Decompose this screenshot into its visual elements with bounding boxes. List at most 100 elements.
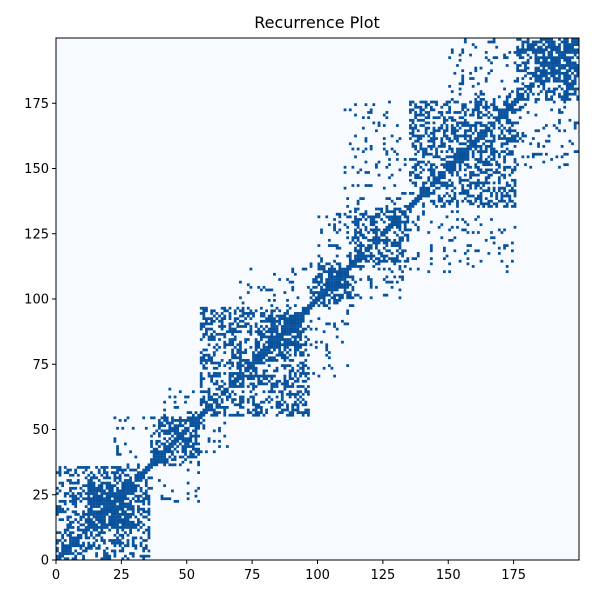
- recurrence-cell: [414, 257, 418, 260]
- recurrence-cell: [74, 468, 78, 472]
- recurrence-cell: [288, 377, 292, 381]
- recurrence-cell: [314, 327, 318, 331]
- recurrence-cell: [231, 382, 234, 386]
- recurrence-cell: [69, 489, 72, 493]
- recurrence-cell: [398, 252, 402, 255]
- recurrence-cell: [95, 526, 98, 529]
- recurrence-cell: [492, 189, 496, 193]
- recurrence-cell: [453, 155, 457, 159]
- recurrence-cell: [565, 77, 569, 80]
- recurrence-cell: [116, 541, 119, 545]
- recurrence-cell: [406, 257, 410, 260]
- recurrence-cell: [113, 437, 117, 441]
- recurrence-cell: [341, 283, 344, 287]
- recurrence-cell: [142, 473, 146, 477]
- recurrence-cell: [427, 194, 431, 198]
- recurrence-cell: [377, 228, 381, 232]
- recurrence-cell: [458, 165, 462, 169]
- recurrence-cell: [482, 160, 486, 164]
- recurrence-cell: [479, 124, 483, 127]
- recurrence-cell: [296, 403, 300, 407]
- recurrence-cell: [526, 71, 530, 75]
- recurrence-cell: [246, 306, 250, 310]
- recurrence-cell: [278, 379, 282, 383]
- recurrence-cell: [568, 45, 572, 49]
- recurrence-cell: [236, 374, 240, 378]
- recurrence-cell: [103, 489, 106, 493]
- recurrence-cell: [246, 314, 250, 318]
- recurrence-cell: [199, 377, 203, 381]
- recurrence-cell: [461, 152, 465, 156]
- recurrence-cell: [118, 466, 122, 469]
- recurrence-cell: [283, 322, 287, 326]
- recurrence-cell: [194, 434, 198, 438]
- recurrence-cell: [563, 105, 567, 109]
- recurrence-cell: [207, 317, 211, 321]
- recurrence-cell: [142, 515, 146, 519]
- recurrence-cell: [116, 523, 119, 527]
- recurrence-cell: [516, 69, 520, 73]
- recurrence-cell: [492, 147, 496, 151]
- recurrence-cell: [474, 45, 478, 49]
- recurrence-cell: [301, 398, 305, 401]
- recurrence-cell: [453, 129, 457, 133]
- recurrence-cell: [210, 312, 214, 315]
- recurrence-cell: [205, 348, 208, 352]
- recurrence-cell: [531, 152, 535, 156]
- recurrence-cell: [246, 411, 250, 414]
- recurrence-cell: [191, 421, 195, 425]
- recurrence-cell: [484, 158, 488, 161]
- recurrence-cell: [354, 207, 357, 211]
- recurrence-cell: [301, 343, 305, 347]
- recurrence-cell: [184, 439, 187, 443]
- recurrence-cell: [356, 147, 360, 151]
- recurrence-cell: [296, 312, 300, 315]
- recurrence-cell: [223, 421, 227, 425]
- recurrence-cell: [505, 270, 509, 274]
- recurrence-cell: [422, 100, 425, 104]
- recurrence-cell: [223, 408, 227, 412]
- recurrence-cell: [134, 536, 138, 540]
- recurrence-cell: [505, 56, 509, 60]
- recurrence-cell: [110, 541, 114, 545]
- recurrence-cell: [495, 160, 499, 164]
- recurrence-cell: [576, 51, 580, 54]
- recurrence-cell: [233, 317, 237, 321]
- recurrence-cell: [239, 366, 242, 370]
- recurrence-cell: [341, 340, 344, 344]
- recurrence-cell: [372, 254, 376, 258]
- recurrence-cell: [490, 103, 493, 107]
- recurrence-cell: [239, 385, 242, 388]
- recurrence-cell: [571, 87, 574, 91]
- recurrence-cell: [419, 134, 423, 138]
- recurrence-cell: [547, 87, 551, 91]
- recurrence-cell: [333, 293, 336, 297]
- recurrence-cell: [477, 113, 480, 117]
- recurrence-cell: [105, 552, 109, 555]
- recurrence-cell: [58, 481, 62, 485]
- recurrence-cell: [150, 442, 153, 446]
- recurrence-cell: [398, 220, 402, 224]
- recurrence-cell: [338, 212, 342, 216]
- recurrence-cell: [288, 330, 292, 334]
- recurrence-cell: [259, 330, 263, 334]
- recurrence-cell: [529, 48, 533, 52]
- recurrence-cell: [270, 312, 274, 315]
- recurrence-cell: [440, 223, 444, 227]
- recurrence-cell: [547, 61, 551, 65]
- recurrence-cell: [155, 429, 159, 433]
- recurrence-cell: [207, 372, 211, 375]
- recurrence-cell: [223, 406, 227, 409]
- recurrence-cell: [103, 520, 106, 524]
- recurrence-cell: [108, 518, 112, 521]
- recurrence-cell: [461, 186, 465, 190]
- recurrence-cell: [278, 314, 282, 318]
- recurrence-cell: [461, 77, 465, 80]
- recurrence-cell: [210, 374, 214, 378]
- recurrence-cell: [484, 100, 488, 104]
- recurrence-cell: [131, 468, 135, 472]
- recurrence-cell: [487, 121, 491, 125]
- recurrence-cell: [500, 199, 504, 203]
- recurrence-cell: [445, 134, 449, 138]
- recurrence-cell: [372, 121, 376, 125]
